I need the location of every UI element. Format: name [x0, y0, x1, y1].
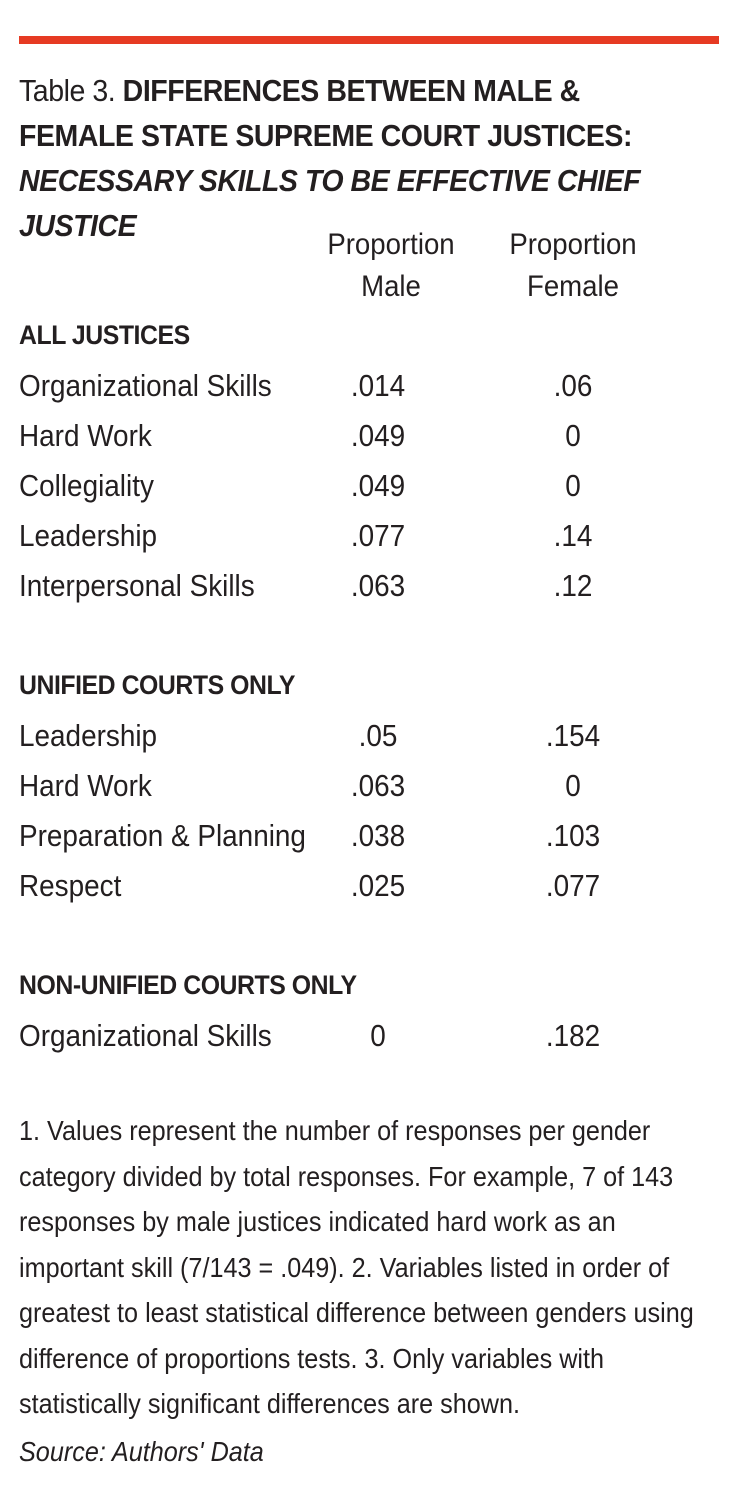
- row-label: Hard Work: [19, 768, 152, 803]
- female-value: .14: [553, 518, 593, 553]
- male-value: 0: [370, 1018, 386, 1053]
- female-value: .103: [545, 818, 601, 853]
- row-label: Organizational Skills: [19, 1018, 272, 1053]
- male-value: .025: [350, 868, 406, 903]
- row-label: Leadership: [19, 718, 158, 753]
- column-header-male-line1: Proportion: [327, 228, 455, 261]
- title-prefix: Table 3.: [19, 73, 123, 108]
- row-label: Hard Work: [19, 418, 152, 453]
- title-main: DIFFERENCES BETWEEN MALE & FEMALE STATE …: [19, 73, 633, 153]
- table-row: Organizational Skills 0 .182: [0, 1016, 729, 1066]
- male-value: .063: [350, 568, 406, 603]
- table-row: Hard Work .063 0: [0, 766, 729, 816]
- section-heading-all-justices: ALL JUSTICES: [19, 320, 190, 350]
- female-value: .12: [553, 568, 593, 603]
- section-heading-unified-courts: UNIFIED COURTS ONLY: [19, 670, 296, 700]
- table-row: Hard Work .049 0: [0, 416, 729, 466]
- column-header-male: Proportion Male: [313, 224, 469, 308]
- table-row: Collegiality .049 0: [0, 466, 729, 516]
- table-row: Interpersonal Skills .063 .12: [0, 566, 729, 616]
- row-label: Organizational Skills: [19, 368, 272, 403]
- female-value: 0: [565, 418, 581, 453]
- table-title: Table 3. DIFFERENCES BETWEEN MALE & FEMA…: [19, 68, 654, 248]
- row-label: Preparation & Planning: [19, 818, 306, 853]
- title-subtitle: NECESSARY SKILLS TO BE EFFECTIVE CHIEF J…: [19, 163, 641, 243]
- female-value: .06: [553, 368, 593, 403]
- female-value: .077: [545, 868, 601, 903]
- male-value: .038: [350, 818, 406, 853]
- male-value: .077: [350, 518, 406, 553]
- table-row: Leadership .077 .14: [0, 516, 729, 566]
- accent-rule: [19, 36, 719, 44]
- male-value: .049: [350, 418, 406, 453]
- male-value: .014: [350, 368, 406, 403]
- female-value: .182: [545, 1018, 601, 1053]
- row-label: Leadership: [19, 518, 158, 553]
- row-label: Respect: [19, 868, 122, 903]
- section-heading-non-unified-courts: NON-UNIFIED COURTS ONLY: [19, 970, 357, 1000]
- column-header-male-line2: Male: [361, 270, 421, 303]
- female-value: 0: [565, 768, 581, 803]
- row-label: Interpersonal Skills: [19, 568, 255, 603]
- female-value: 0: [565, 468, 581, 503]
- table-row: Preparation & Planning .038 .103: [0, 816, 729, 866]
- female-value: .154: [545, 718, 601, 753]
- row-label: Collegiality: [19, 468, 154, 503]
- table-row: Respect .025 .077: [0, 866, 729, 916]
- male-value: .05: [358, 718, 398, 753]
- column-header-female-line1: Proportion: [509, 228, 637, 261]
- male-value: .049: [350, 468, 406, 503]
- table-row: Organizational Skills .014 .06: [0, 366, 729, 416]
- column-header-female: Proportion Female: [495, 224, 651, 308]
- source-note: Source: Authors' Data: [19, 1436, 264, 1467]
- column-header-female-line2: Female: [526, 270, 620, 303]
- table-notes: 1. Values represent the number of respon…: [19, 1115, 694, 1419]
- table-row: Leadership .05 .154: [0, 716, 729, 766]
- male-value: .063: [350, 768, 406, 803]
